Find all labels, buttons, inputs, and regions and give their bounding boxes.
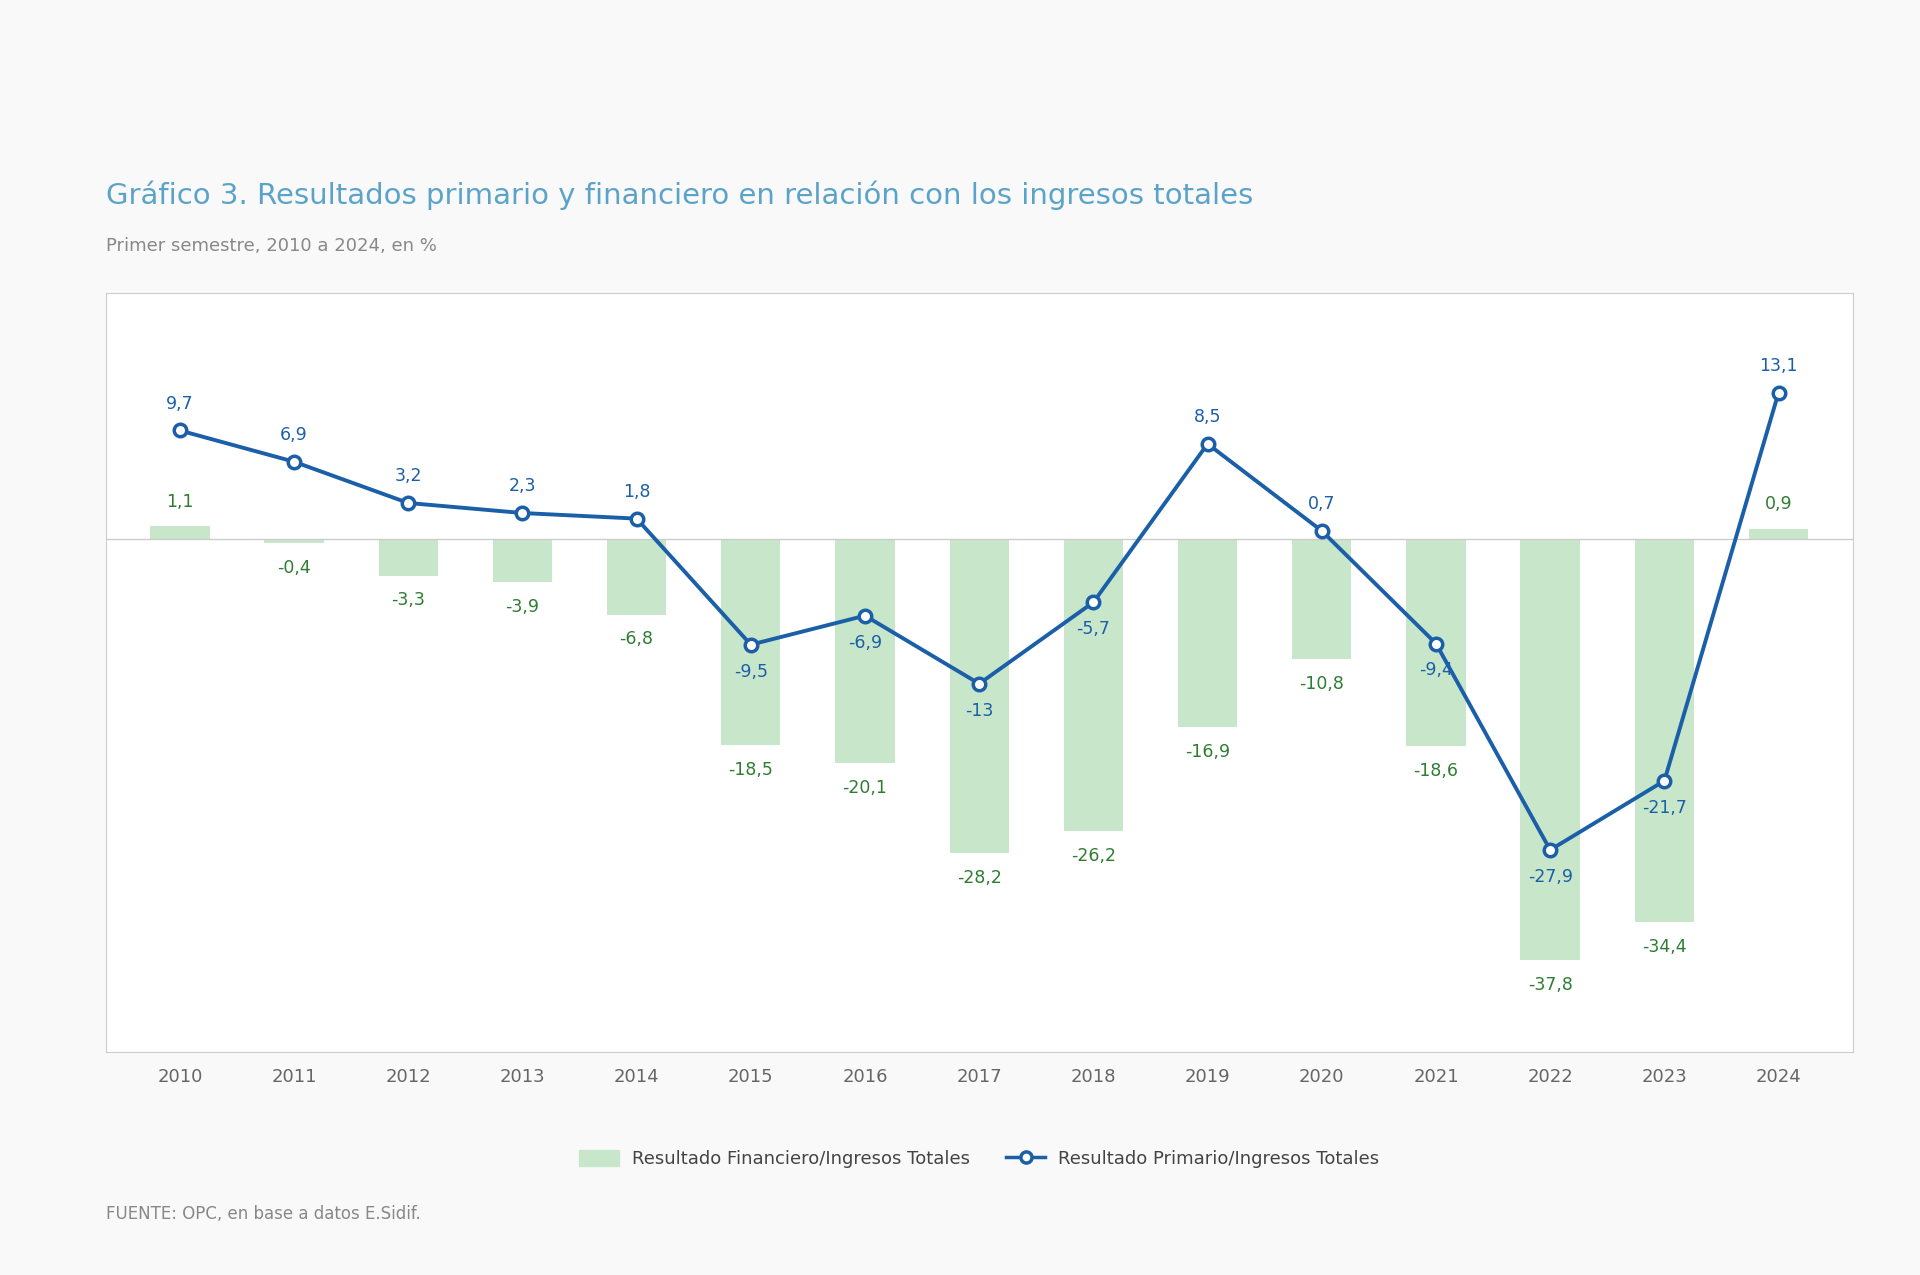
- Text: -20,1: -20,1: [843, 779, 887, 797]
- Text: -18,6: -18,6: [1413, 762, 1459, 780]
- Text: -26,2: -26,2: [1071, 847, 1116, 864]
- Text: FUENTE: OPC, en base a datos E.Sidif.: FUENTE: OPC, en base a datos E.Sidif.: [106, 1205, 420, 1223]
- Text: Primer semestre, 2010 a 2024, en %: Primer semestre, 2010 a 2024, en %: [106, 237, 436, 255]
- Bar: [1177, 538, 1236, 727]
- Bar: [722, 538, 781, 745]
- Text: -21,7: -21,7: [1642, 798, 1688, 816]
- Text: -3,9: -3,9: [505, 598, 540, 616]
- Text: -18,5: -18,5: [728, 761, 774, 779]
- Text: -13: -13: [966, 701, 993, 719]
- Text: -6,8: -6,8: [620, 630, 653, 648]
- Bar: [1292, 538, 1352, 659]
- Text: -16,9: -16,9: [1185, 743, 1231, 761]
- Bar: [607, 538, 666, 615]
- Text: -27,9: -27,9: [1528, 868, 1572, 886]
- Legend: Resultado Financiero/Ingresos Totales, Resultado Primario/Ingresos Totales: Resultado Financiero/Ingresos Totales, R…: [572, 1142, 1386, 1176]
- Bar: [265, 538, 324, 543]
- Text: -3,3: -3,3: [392, 592, 424, 609]
- Bar: [1521, 538, 1580, 960]
- Bar: [835, 538, 895, 762]
- Bar: [1064, 538, 1123, 831]
- Text: 8,5: 8,5: [1194, 408, 1221, 426]
- Bar: [493, 538, 553, 583]
- Text: 1,8: 1,8: [622, 483, 651, 501]
- Text: -0,4: -0,4: [276, 558, 311, 576]
- Text: -10,8: -10,8: [1300, 674, 1344, 692]
- Text: 3,2: 3,2: [394, 467, 422, 486]
- Text: 6,9: 6,9: [280, 426, 307, 444]
- Bar: [150, 527, 209, 538]
- Text: -34,4: -34,4: [1642, 938, 1686, 956]
- Text: -28,2: -28,2: [956, 870, 1002, 887]
- Text: -37,8: -37,8: [1528, 977, 1572, 994]
- Bar: [378, 538, 438, 575]
- Text: -9,5: -9,5: [733, 663, 768, 681]
- Text: -6,9: -6,9: [849, 634, 881, 652]
- Bar: [1749, 529, 1809, 538]
- Text: 1,1: 1,1: [165, 493, 194, 511]
- Bar: [1634, 538, 1693, 923]
- Text: -9,4: -9,4: [1419, 662, 1453, 680]
- Text: Gráfico 3. Resultados primario y financiero en relación con los ingresos totales: Gráfico 3. Resultados primario y financi…: [106, 181, 1254, 210]
- Text: 2,3: 2,3: [509, 477, 536, 495]
- Text: 0,7: 0,7: [1308, 495, 1336, 513]
- Text: -5,7: -5,7: [1077, 620, 1110, 638]
- Text: 13,1: 13,1: [1759, 357, 1797, 375]
- Bar: [950, 538, 1008, 853]
- Text: 0,9: 0,9: [1764, 495, 1793, 513]
- Text: 9,7: 9,7: [165, 395, 194, 413]
- Bar: [1405, 538, 1465, 746]
